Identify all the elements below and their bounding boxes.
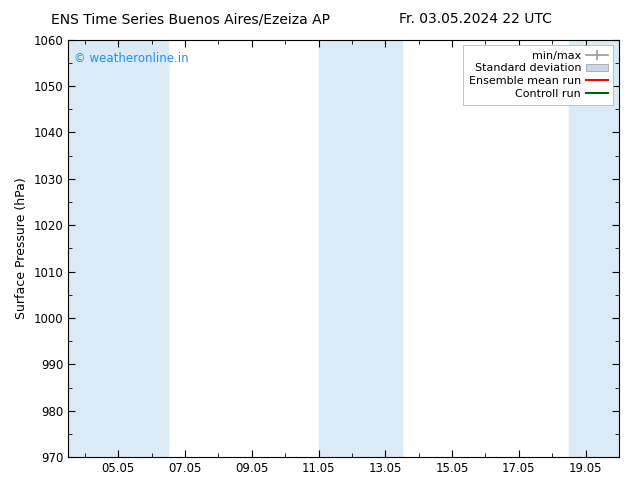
Legend: min/max, Standard deviation, Ensemble mean run, Controll run: min/max, Standard deviation, Ensemble me…: [463, 45, 614, 104]
Text: ENS Time Series Buenos Aires/Ezeiza AP: ENS Time Series Buenos Aires/Ezeiza AP: [51, 12, 330, 26]
Bar: [569, 40, 619, 457]
Bar: [68, 40, 135, 457]
Bar: [135, 40, 168, 457]
Y-axis label: Surface Pressure (hPa): Surface Pressure (hPa): [15, 177, 28, 319]
Bar: [346, 40, 402, 457]
Text: © weatheronline.in: © weatheronline.in: [74, 52, 188, 65]
Text: Fr. 03.05.2024 22 UTC: Fr. 03.05.2024 22 UTC: [399, 12, 552, 26]
Bar: [318, 40, 346, 457]
